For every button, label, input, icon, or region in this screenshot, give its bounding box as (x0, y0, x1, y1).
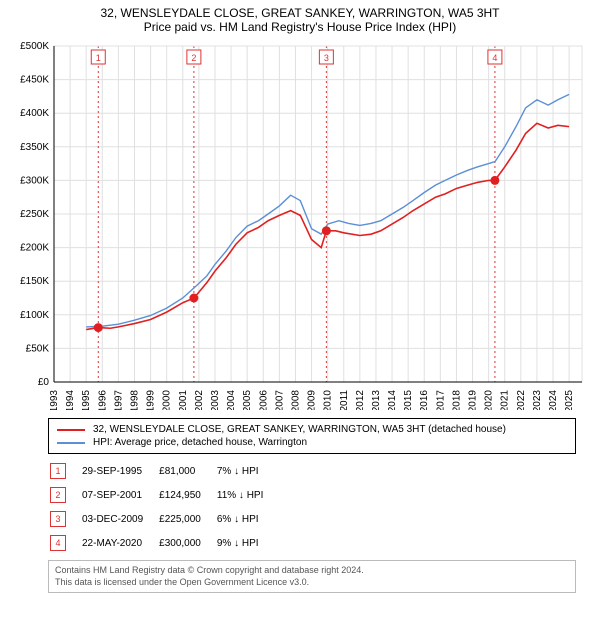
event-date: 07-SEP-2001 (82, 484, 157, 506)
sale-marker (94, 323, 103, 332)
title-line-1: 32, WENSLEYDALE CLOSE, GREAT SANKEY, WAR… (0, 6, 600, 20)
x-tick-label: 2019 (468, 390, 479, 410)
legend-item: 32, WENSLEYDALE CLOSE, GREAT SANKEY, WAR… (57, 423, 567, 436)
y-tick-label: £500K (20, 41, 49, 52)
sale-marker (189, 294, 198, 303)
x-tick-label: 2015 (403, 390, 414, 410)
legend-label: 32, WENSLEYDALE CLOSE, GREAT SANKEY, WAR… (93, 424, 506, 435)
y-tick-label: £200K (20, 243, 49, 254)
x-tick-label: 1993 (49, 390, 60, 410)
event-flag-label: 2 (191, 53, 196, 63)
chart-svg: £0 £50K £100K £150K £200K £250K £300K £350K £400… (8, 40, 592, 410)
events-table: 129-SEP-1995£81,0007% ↓ HPI207-SEP-2001£… (48, 458, 279, 556)
x-tick-label: 2001 (178, 390, 189, 410)
event-delta: 11% ↓ HPI (217, 484, 278, 506)
x-tick-label: 2002 (194, 390, 205, 410)
event-row: 3 03-DEC-2009£225,0006% ↓ HPI (50, 508, 277, 530)
x-tick-label: 1999 (146, 390, 157, 410)
y-tick-label: £450K (20, 75, 49, 86)
x-tick-label: 1995 (81, 390, 92, 410)
x-tick-label: 2018 (451, 390, 462, 410)
event-delta: 6% ↓ HPI (217, 508, 278, 530)
x-tick-label: 2004 (226, 390, 237, 410)
y-tick-label: £350K (20, 142, 49, 153)
y-tick-label: £400K (20, 108, 49, 119)
x-tick-label: 2008 (290, 390, 301, 410)
y-tick-label: £100K (20, 310, 49, 321)
y-tick-label: £50K (26, 343, 50, 354)
x-tick-label: 2017 (435, 390, 446, 410)
x-tick-label: 2003 (210, 390, 221, 410)
event-price: £124,950 (159, 484, 215, 506)
event-price: £300,000 (159, 532, 215, 554)
y-tick-label: £0 (38, 377, 50, 388)
event-price: £81,000 (159, 460, 215, 482)
event-price: £225,000 (159, 508, 215, 530)
x-tick-label: 2022 (516, 390, 527, 410)
event-row: 1 29-SEP-1995£81,0007% ↓ HPI (50, 460, 277, 482)
x-tick-label: 2007 (274, 390, 285, 410)
event-date: 29-SEP-1995 (82, 460, 157, 482)
attribution-footer: Contains HM Land Registry data © Crown c… (48, 560, 576, 593)
legend-item: HPI: Average price, detached house, Warr… (57, 436, 567, 449)
footer-line-2: This data is licensed under the Open Gov… (55, 577, 569, 589)
x-tick-label: 2011 (339, 390, 350, 410)
x-tick-label: 2005 (242, 390, 253, 410)
x-tick-label: 2016 (419, 390, 430, 410)
sale-marker (490, 176, 499, 185)
plot-area: £0 £50K £100K £150K £200K £250K £300K £350K £400… (8, 40, 592, 410)
y-tick-label: £250K (20, 209, 49, 220)
event-flag-label: 3 (324, 53, 329, 63)
x-tick-label: 2023 (532, 390, 543, 410)
x-tick-label: 2009 (307, 390, 318, 410)
y-tick-label: £150K (20, 276, 49, 287)
event-delta: 9% ↓ HPI (217, 532, 278, 554)
x-tick-label: 2012 (355, 390, 366, 410)
legend: 32, WENSLEYDALE CLOSE, GREAT SANKEY, WAR… (48, 418, 576, 454)
x-tick-label: 2013 (371, 390, 382, 410)
x-tick-label: 2006 (258, 390, 269, 410)
legend-label: HPI: Average price, detached house, Warr… (93, 437, 307, 448)
x-tick-label: 2014 (387, 390, 398, 410)
event-flag-label: 4 (492, 53, 497, 63)
event-flag-label: 1 (96, 53, 101, 63)
x-tick-label: 2021 (500, 390, 511, 410)
y-tick-label: £300K (20, 175, 49, 186)
event-number-icon: 2 (50, 487, 66, 503)
event-row: 4 22-MAY-2020£300,0009% ↓ HPI (50, 532, 277, 554)
x-tick-label: 2000 (162, 390, 173, 410)
event-date: 03-DEC-2009 (82, 508, 157, 530)
legend-swatch (57, 442, 85, 444)
event-row: 2 07-SEP-2001£124,95011% ↓ HPI (50, 484, 277, 506)
chart-titles: 32, WENSLEYDALE CLOSE, GREAT SANKEY, WAR… (0, 0, 600, 34)
x-tick-label: 2020 (484, 390, 495, 410)
x-tick-label: 1994 (65, 390, 76, 410)
event-number-icon: 3 (50, 511, 66, 527)
x-tick-label: 2024 (548, 390, 559, 410)
event-delta: 7% ↓ HPI (217, 460, 278, 482)
footer-line-1: Contains HM Land Registry data © Crown c… (55, 565, 569, 577)
chart-container: 32, WENSLEYDALE CLOSE, GREAT SANKEY, WAR… (0, 0, 600, 593)
legend-swatch (57, 429, 85, 431)
x-tick-label: 1996 (97, 390, 108, 410)
title-line-2: Price paid vs. HM Land Registry's House … (0, 20, 600, 34)
x-tick-label: 1997 (113, 390, 124, 410)
event-date: 22-MAY-2020 (82, 532, 157, 554)
sale-marker (322, 226, 331, 235)
x-tick-label: 2025 (564, 390, 575, 410)
event-number-icon: 1 (50, 463, 66, 479)
event-number-icon: 4 (50, 535, 66, 551)
x-tick-label: 1998 (129, 390, 140, 410)
x-tick-label: 2010 (323, 390, 334, 410)
